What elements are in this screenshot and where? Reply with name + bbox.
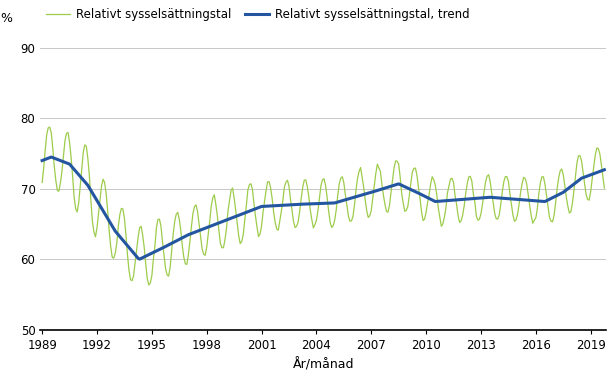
Relativt sysselsättningstal, trend: [261, 204, 268, 209]
Relativt sysselsättningstal: [46, 125, 54, 129]
Line: Relativt sysselsättningstal, trend: Relativt sysselsättningstal, trend: [42, 157, 605, 259]
Relativt sysselsättningstal: [451, 194, 459, 198]
Relativt sysselsättningstal: [267, 186, 274, 191]
Legend: Relativt sysselsättningstal, Relativt sysselsättningstal, trend: Relativt sysselsättningstal, Relativt sy…: [46, 8, 469, 21]
Relativt sysselsättningstal: [39, 180, 46, 185]
Relativt sysselsättningstal: [138, 224, 145, 229]
Line: Relativt sysselsättningstal: Relativt sysselsättningstal: [42, 127, 605, 285]
Relativt sysselsättningstal, trend: [139, 256, 146, 260]
Relativt sysselsättningstal: [261, 199, 268, 203]
Relativt sysselsättningstal, trend: [451, 198, 459, 202]
X-axis label: År/månad: År/månad: [293, 358, 354, 371]
Relativt sysselsättningstal, trend: [503, 196, 510, 201]
Relativt sysselsättningstal, trend: [136, 257, 143, 261]
Relativt sysselsättningstal, trend: [267, 204, 274, 208]
Relativt sysselsättningstal: [601, 186, 608, 190]
Relativt sysselsättningstal, trend: [47, 155, 55, 159]
Relativt sysselsättningstal: [145, 283, 153, 287]
Relativt sysselsättningstal, trend: [531, 198, 538, 203]
Relativt sysselsättningstal: [531, 218, 538, 223]
Text: %: %: [1, 12, 13, 25]
Relativt sysselsättningstal, trend: [601, 167, 608, 172]
Relativt sysselsättningstal, trend: [39, 158, 46, 163]
Relativt sysselsättningstal: [503, 174, 510, 179]
